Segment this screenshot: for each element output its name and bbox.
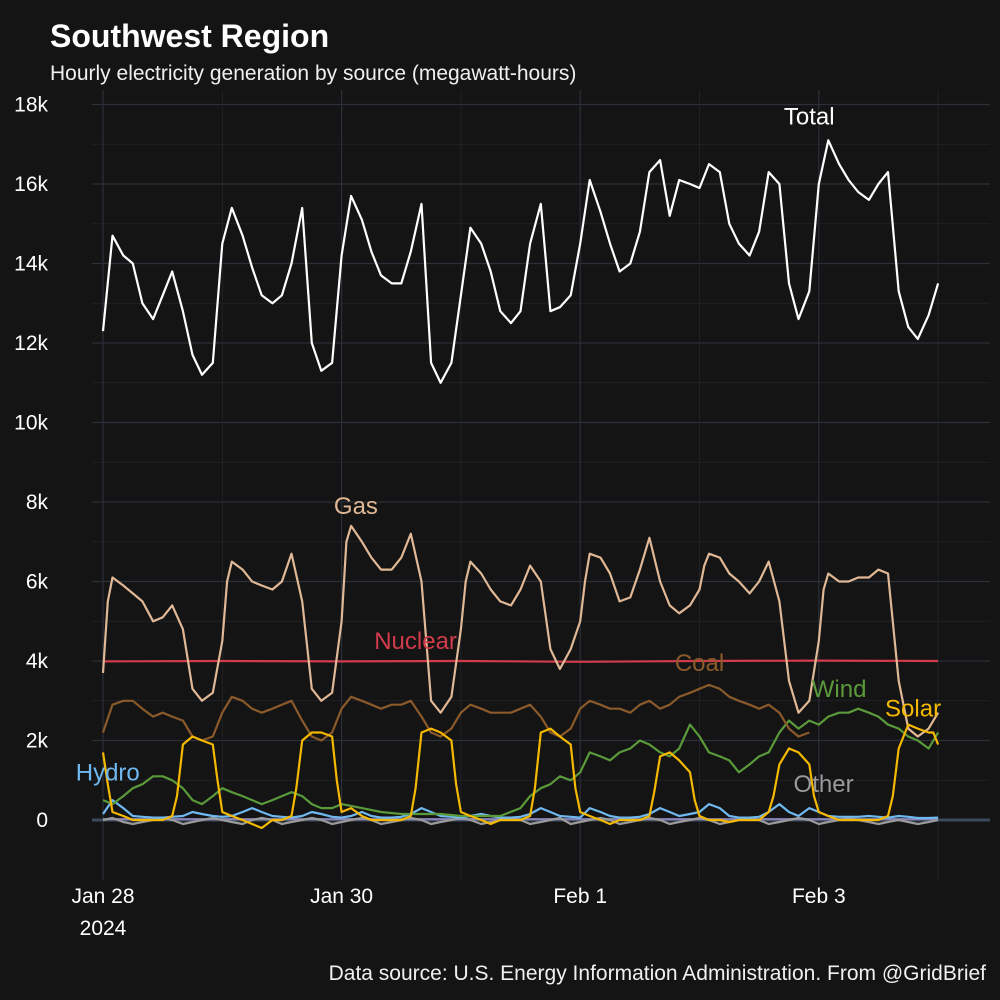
nuclear-series-line xyxy=(102,659,939,663)
y-tick-label: 12k xyxy=(14,332,48,355)
series-direct-labels: Total Gas Nuclear Coal Wind Solar Hydro Other xyxy=(76,103,941,798)
solar-series-line xyxy=(101,723,940,830)
x-tick-label: Jan 30 xyxy=(310,885,373,908)
x-tick-sublabel: 2024 xyxy=(80,917,127,940)
x-tick-label: Jan 28 xyxy=(71,885,134,908)
y-tick-label: 10k xyxy=(14,412,48,435)
y-tick-label: 2k xyxy=(26,730,49,753)
x-tick-label: Feb 1 xyxy=(553,885,607,908)
y-tick-label: 8k xyxy=(26,491,49,514)
y-tick-label: 18k xyxy=(14,94,48,117)
y-tick-label: 16k xyxy=(14,173,48,196)
y-tick-label: 14k xyxy=(14,253,48,276)
wind-series-label: Wind xyxy=(812,676,867,703)
series-lines xyxy=(101,139,940,830)
hydro-series-line xyxy=(102,799,939,820)
x-tick-label: Feb 3 xyxy=(792,885,846,908)
total-series-line xyxy=(101,139,940,384)
y-tick-label: 4k xyxy=(26,650,49,673)
total-series-label: Total xyxy=(784,103,835,130)
coal-series-label: Coal xyxy=(675,650,724,677)
hydro-series-label: Hydro xyxy=(76,759,140,786)
coal-series-line xyxy=(101,683,810,742)
y-tick-label: 0 xyxy=(36,809,48,832)
y-axis-tick-labels: 0 2k 4k 6k 8k 10k 12k 14k 16k 18k xyxy=(14,94,48,833)
chart-title: Southwest Region xyxy=(50,18,330,54)
solar-series-label: Solar xyxy=(885,696,941,723)
gas-series-label: Gas xyxy=(334,493,378,520)
chart-subtitle: Hourly electricity generation by source … xyxy=(50,62,577,85)
gas-series-line xyxy=(101,524,940,738)
chart-caption: Data source: U.S. Energy Information Adm… xyxy=(328,962,986,985)
x-axis-tick-labels: Jan 28 2024 Jan 30 Feb 1 Feb 3 xyxy=(71,885,845,940)
y-tick-label: 6k xyxy=(26,571,49,594)
nuclear-series-label: Nuclear xyxy=(374,628,457,655)
wind-series-line xyxy=(102,707,940,818)
other-series-label: Other xyxy=(794,771,854,798)
